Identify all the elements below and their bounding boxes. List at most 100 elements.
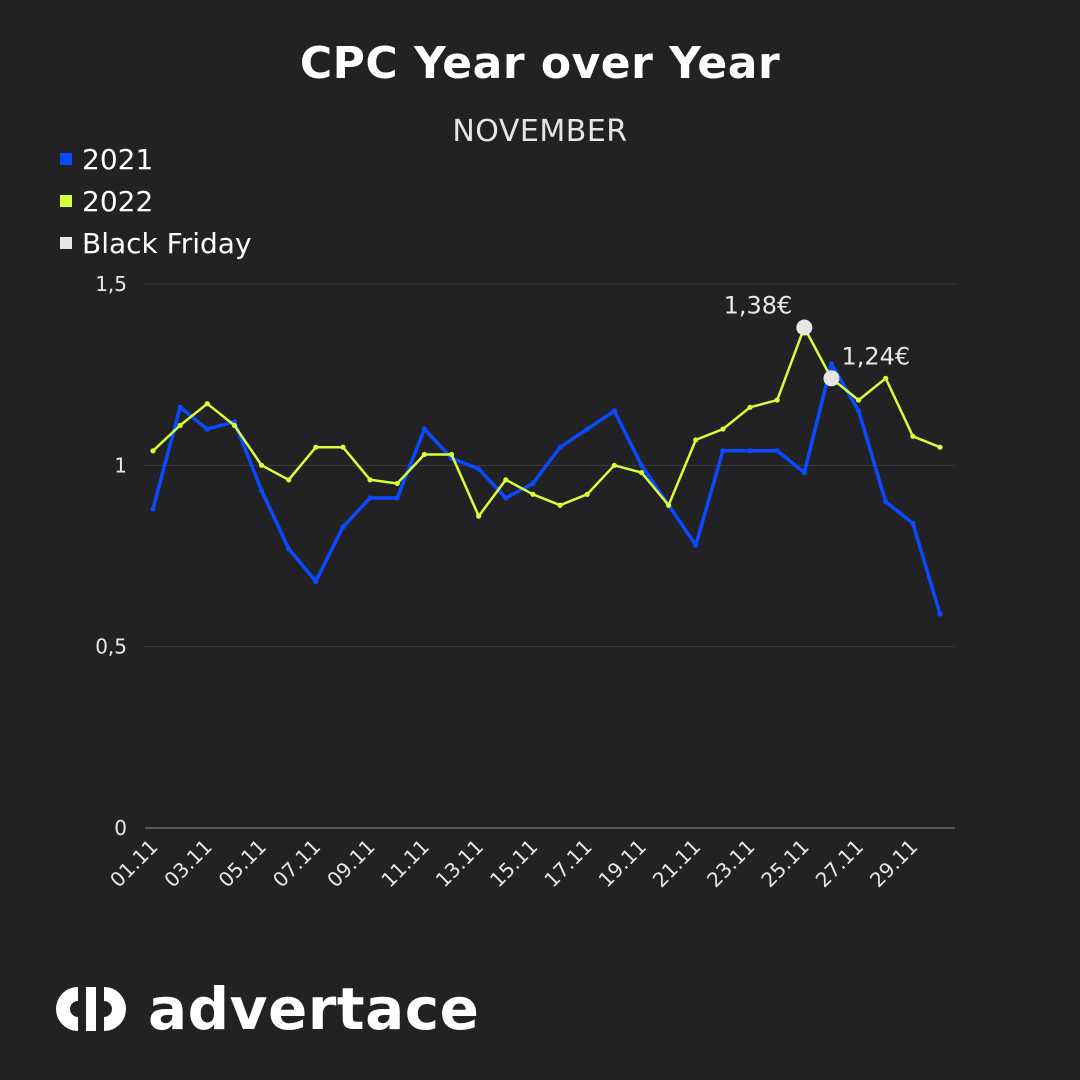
point-2022-07.11 bbox=[313, 444, 319, 450]
legend-swatch-black-friday bbox=[60, 237, 72, 249]
point-2021-03.11 bbox=[204, 426, 210, 432]
y-axis-ticks: 0 0,5 1 1,5 bbox=[95, 272, 127, 840]
point-2021-15.11 bbox=[530, 480, 536, 487]
x-tick-label-11.11: 11.11 bbox=[376, 835, 433, 892]
point-2022-06.11 bbox=[286, 477, 292, 483]
series-line-2022 bbox=[152, 326, 941, 518]
x-tick-label-13.11: 13.11 bbox=[431, 835, 488, 892]
point-2021-27.11 bbox=[855, 408, 862, 414]
point-2021-26.11 bbox=[828, 361, 835, 367]
grid-lines bbox=[145, 283, 955, 829]
y-tick-label-2: 1 bbox=[114, 453, 127, 477]
point-2021-30.11 bbox=[937, 611, 943, 617]
x-tick-label-05.11: 05.11 bbox=[214, 835, 271, 892]
legend: 2021 2022 Black Friday bbox=[60, 138, 252, 264]
point-2022-14.11 bbox=[503, 477, 509, 483]
series-group bbox=[150, 324, 943, 617]
point-2022-30.11 bbox=[937, 444, 943, 450]
x-tick-label-09.11: 09.11 bbox=[322, 835, 379, 892]
x-tick-label-19.11: 19.11 bbox=[594, 835, 651, 892]
point-2021-05.11 bbox=[258, 488, 265, 494]
point-2022-01.11 bbox=[150, 448, 156, 454]
point-2021-10.11 bbox=[394, 495, 400, 501]
black-friday-label-25.11: 1,38€ bbox=[724, 292, 793, 320]
point-2022-29.11 bbox=[910, 433, 916, 439]
point-2021-13.11 bbox=[476, 466, 482, 472]
point-2021-28.11 bbox=[883, 499, 889, 505]
point-2022-24.11 bbox=[774, 397, 780, 403]
point-2021-18.11 bbox=[611, 408, 617, 414]
point-2021-22.11 bbox=[720, 448, 726, 454]
y-tick-label-0: 0 bbox=[114, 816, 127, 840]
legend-label-black-friday: Black Friday bbox=[82, 226, 252, 260]
legend-item-2022: 2022 bbox=[60, 180, 252, 222]
legend-swatch-2022 bbox=[60, 195, 72, 207]
x-tick-label-21.11: 21.11 bbox=[648, 835, 705, 892]
point-2022-10.11 bbox=[394, 480, 400, 487]
black-friday-marker-25.11 bbox=[796, 319, 813, 336]
point-2022-17.11 bbox=[584, 491, 590, 497]
point-2021-21.11 bbox=[693, 542, 699, 548]
legend-item-black-friday: Black Friday bbox=[60, 222, 252, 264]
point-2021-06.11 bbox=[286, 546, 292, 552]
point-2022-23.11 bbox=[747, 404, 753, 410]
point-2022-28.11 bbox=[883, 375, 889, 381]
x-tick-label-27.11: 27.11 bbox=[811, 835, 868, 892]
point-2022-15.11 bbox=[530, 491, 536, 497]
x-tick-label-03.11: 03.11 bbox=[159, 835, 216, 892]
x-tick-label-15.11: 15.11 bbox=[485, 835, 542, 892]
x-tick-label-23.11: 23.11 bbox=[702, 835, 759, 892]
point-2022-19.11 bbox=[638, 469, 645, 476]
point-2021-08.11 bbox=[340, 524, 346, 530]
point-2022-20.11 bbox=[666, 502, 672, 508]
advertace-logo-icon bbox=[56, 987, 126, 1031]
point-2021-19.11 bbox=[638, 462, 645, 468]
point-2022-21.11 bbox=[693, 437, 699, 443]
point-2022-12.11 bbox=[448, 451, 455, 458]
logo-wordmark: advertace bbox=[148, 975, 480, 1043]
x-tick-label-07.11: 07.11 bbox=[268, 835, 325, 892]
series-line-2021 bbox=[151, 362, 942, 615]
black-friday-label-26.11: 1,24€ bbox=[841, 342, 910, 370]
point-2022-13.11 bbox=[476, 513, 482, 519]
black-friday-annotations: 1,38€ 1,24€ bbox=[724, 292, 910, 387]
legend-item-2021: 2021 bbox=[60, 138, 252, 180]
point-2022-04.11 bbox=[231, 422, 238, 429]
x-axis-ticks: 01.1103.1105.1107.1109.1111.1113.1115.11… bbox=[105, 835, 922, 892]
x-tick-label-29.11: 29.11 bbox=[865, 835, 922, 892]
point-2021-07.11 bbox=[313, 578, 319, 584]
legend-label-2022: 2022 bbox=[82, 184, 154, 218]
chart-subtitle: NOVEMBER bbox=[452, 114, 628, 149]
brand-logo: advertace bbox=[50, 975, 480, 1043]
point-2021-14.11 bbox=[503, 495, 509, 501]
point-2022-02.11 bbox=[177, 422, 183, 429]
point-2022-18.11 bbox=[611, 462, 617, 468]
point-2022-22.11 bbox=[720, 426, 726, 432]
point-2021-23.11 bbox=[747, 448, 753, 454]
x-tick-label-01.11: 01.11 bbox=[105, 835, 162, 892]
y-tick-label-1: 0,5 bbox=[95, 635, 127, 659]
point-2022-16.11 bbox=[557, 502, 563, 508]
point-2022-03.11 bbox=[204, 401, 210, 407]
black-friday-marker-26.11 bbox=[823, 370, 840, 387]
point-2021-02.11 bbox=[177, 404, 183, 410]
x-tick-label-25.11: 25.11 bbox=[756, 835, 813, 892]
point-2022-08.11 bbox=[340, 444, 346, 450]
y-tick-label-3: 1,5 bbox=[95, 272, 127, 296]
point-2022-11.11 bbox=[421, 451, 427, 458]
x-tick-label-17.11: 17.11 bbox=[539, 835, 596, 892]
point-2021-11.11 bbox=[421, 426, 427, 432]
point-2022-09.11 bbox=[367, 477, 373, 483]
point-2021-25.11 bbox=[801, 469, 807, 476]
point-2022-05.11 bbox=[258, 462, 265, 468]
point-2021-16.11 bbox=[557, 444, 563, 450]
point-2021-01.11 bbox=[150, 506, 156, 512]
point-2021-29.11 bbox=[910, 520, 916, 526]
point-2021-24.11 bbox=[774, 448, 780, 454]
chart-title: CPC Year over Year bbox=[299, 38, 781, 89]
point-2021-09.11 bbox=[367, 495, 373, 501]
legend-swatch-2021 bbox=[60, 153, 72, 165]
point-2022-27.11 bbox=[855, 397, 862, 403]
legend-label-2021: 2021 bbox=[82, 142, 154, 176]
